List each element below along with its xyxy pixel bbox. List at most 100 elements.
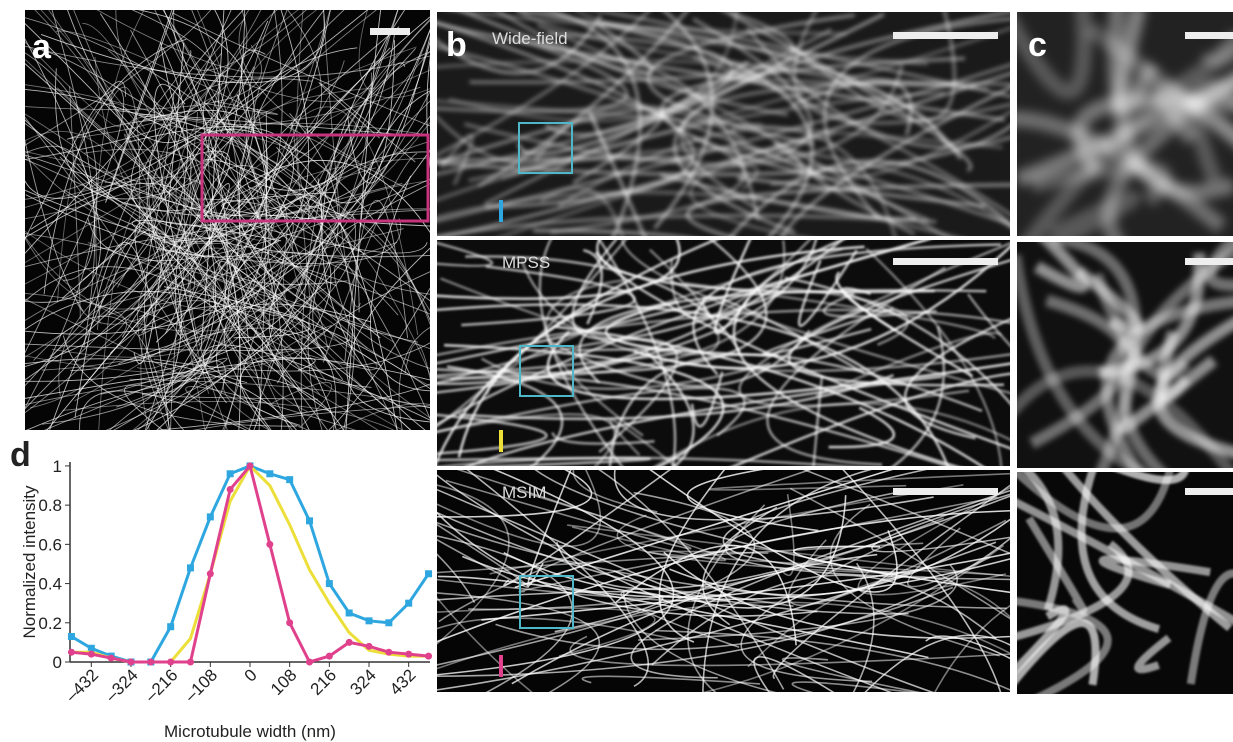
marker (127, 658, 135, 666)
roi-box (519, 575, 574, 629)
marker (186, 564, 194, 572)
marker (365, 642, 373, 650)
filament (437, 535, 573, 692)
image-label: Wide-field (492, 29, 568, 48)
filament (25, 10, 369, 199)
filament (238, 10, 430, 408)
filament (205, 68, 373, 102)
filament (780, 86, 1010, 236)
filament (548, 329, 811, 388)
filament (181, 71, 430, 369)
filament (544, 279, 644, 437)
filament (520, 260, 1010, 373)
filament (25, 116, 211, 383)
panel-label: d (10, 436, 31, 474)
filament (789, 487, 1010, 620)
filament (468, 147, 1010, 229)
filament (142, 229, 261, 430)
filament (925, 635, 1010, 660)
filament (701, 295, 866, 375)
filament (144, 258, 249, 430)
filament (437, 470, 593, 518)
filament (25, 158, 195, 300)
filament (1077, 472, 1161, 633)
filament (1017, 12, 1093, 100)
filament (25, 176, 206, 357)
filament (61, 10, 229, 299)
filament (599, 21, 962, 160)
filament (437, 240, 627, 428)
filament (82, 22, 153, 119)
filament (444, 343, 725, 466)
roi-box (519, 345, 574, 397)
filament (146, 18, 282, 301)
filament (25, 44, 262, 111)
filament (25, 290, 411, 430)
filament (25, 293, 127, 363)
filament (182, 113, 339, 402)
filament (104, 181, 184, 339)
filament (1017, 254, 1147, 468)
filament (148, 78, 313, 364)
filament (598, 12, 1010, 98)
marker (226, 470, 234, 478)
scale-bar (893, 258, 998, 265)
filament (290, 121, 312, 309)
filament (571, 240, 785, 341)
filament (133, 42, 185, 365)
filament (495, 586, 954, 651)
filament (25, 86, 125, 354)
marker (345, 638, 353, 646)
filament (105, 10, 175, 203)
filament (437, 470, 602, 547)
filament (649, 470, 898, 593)
marker (385, 648, 393, 656)
filament (25, 146, 215, 285)
filament (321, 10, 426, 430)
marker (167, 623, 175, 631)
filament (437, 374, 952, 466)
filament (175, 126, 404, 430)
filament (237, 10, 418, 343)
filament (553, 325, 984, 466)
filament (794, 110, 1010, 181)
filament (173, 10, 307, 71)
filament (761, 307, 894, 356)
filament (84, 148, 329, 351)
filament (296, 10, 358, 198)
filament (646, 13, 855, 146)
filament (1017, 619, 1100, 686)
filament (150, 92, 175, 193)
filament (262, 194, 322, 233)
filament (534, 470, 893, 577)
filament (336, 403, 430, 430)
filament (25, 139, 84, 312)
panel-label: c (1028, 26, 1047, 64)
filament (437, 592, 601, 692)
marker (306, 517, 314, 525)
filament (62, 401, 395, 430)
filament (692, 55, 1010, 217)
filament (485, 247, 844, 395)
filament (130, 29, 241, 430)
filament (457, 245, 865, 458)
filament (686, 470, 819, 532)
filament (344, 199, 409, 362)
filament (69, 10, 248, 139)
filament (87, 178, 430, 262)
filament (173, 249, 278, 317)
filament (462, 555, 731, 598)
filament (25, 235, 298, 332)
filament (608, 418, 678, 466)
filament (615, 544, 797, 646)
filament (117, 10, 377, 288)
filament (172, 12, 430, 127)
marker (206, 570, 214, 578)
x-axis-label: Microtubule width (nm) (164, 722, 336, 741)
filaments (1017, 242, 1233, 468)
filament (437, 456, 857, 466)
filament (204, 100, 279, 115)
filament (43, 357, 228, 430)
filament (248, 10, 399, 430)
filament (59, 48, 416, 212)
